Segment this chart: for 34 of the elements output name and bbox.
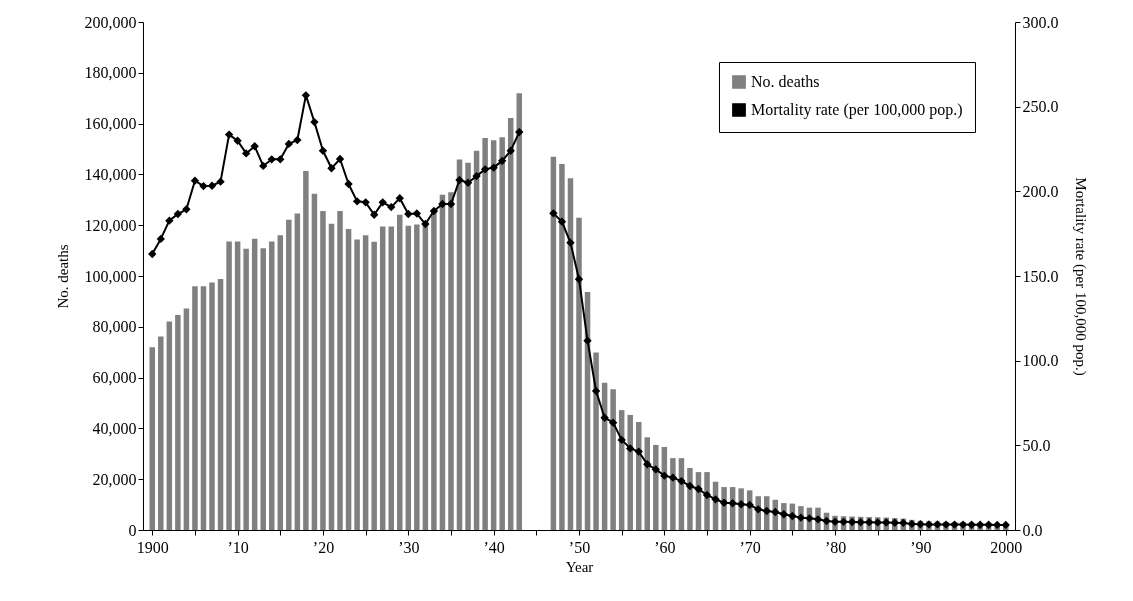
x-tick-label: 1900	[136, 538, 169, 556]
y2-tick-label: 250.0	[1022, 98, 1059, 116]
y-tick-label: 200,000	[84, 13, 137, 31]
y-tick-label: 120,000	[84, 216, 137, 234]
y-tick-label: 40,000	[92, 419, 137, 437]
y2-tick-label: 300.0	[1022, 13, 1059, 31]
x-tick-label: ’50	[568, 538, 591, 556]
x-tick-label: ’40	[483, 538, 505, 556]
y2-tick-label: 100.0	[1022, 352, 1059, 370]
x-tick-label: 2000	[990, 538, 1023, 556]
x-tick-label: ’70	[739, 538, 761, 556]
x-tick-label: ’20	[312, 538, 335, 556]
legend-label: Mortality rate (per 100,000 pop.)	[751, 101, 963, 119]
y2-tick-label: 0.0	[1022, 521, 1043, 539]
y2-tick-label: 150.0	[1022, 267, 1059, 285]
y-tick-label: 20,000	[92, 470, 137, 488]
x-tick-label: ’10	[227, 538, 249, 556]
y-tick-label: 160,000	[84, 115, 137, 133]
x-tick-label: ’30	[398, 538, 420, 556]
x-tick-label: ’60	[654, 538, 676, 556]
y-tick-label: 80,000	[92, 318, 137, 336]
y2-tick-label: 50.0	[1022, 436, 1051, 454]
y-tick-label: 0	[128, 521, 137, 539]
x-axis-title: Year	[565, 558, 594, 575]
x-tick-label: ’90	[910, 538, 932, 556]
legend-label: No. deaths	[751, 73, 820, 90]
y2-tick-label: 200.0	[1022, 182, 1059, 200]
y-axis-title: No. deaths	[54, 244, 71, 309]
y-tick-label: 140,000	[84, 165, 137, 183]
y-tick-label: 60,000	[92, 369, 137, 387]
x-tick-label: ’80	[824, 538, 847, 556]
y2-axis-title: Mortality rate (per 100,000 pop.)	[1071, 177, 1089, 376]
y-tick-label: 100,000	[84, 267, 137, 285]
y-tick-label: 180,000	[84, 64, 137, 82]
